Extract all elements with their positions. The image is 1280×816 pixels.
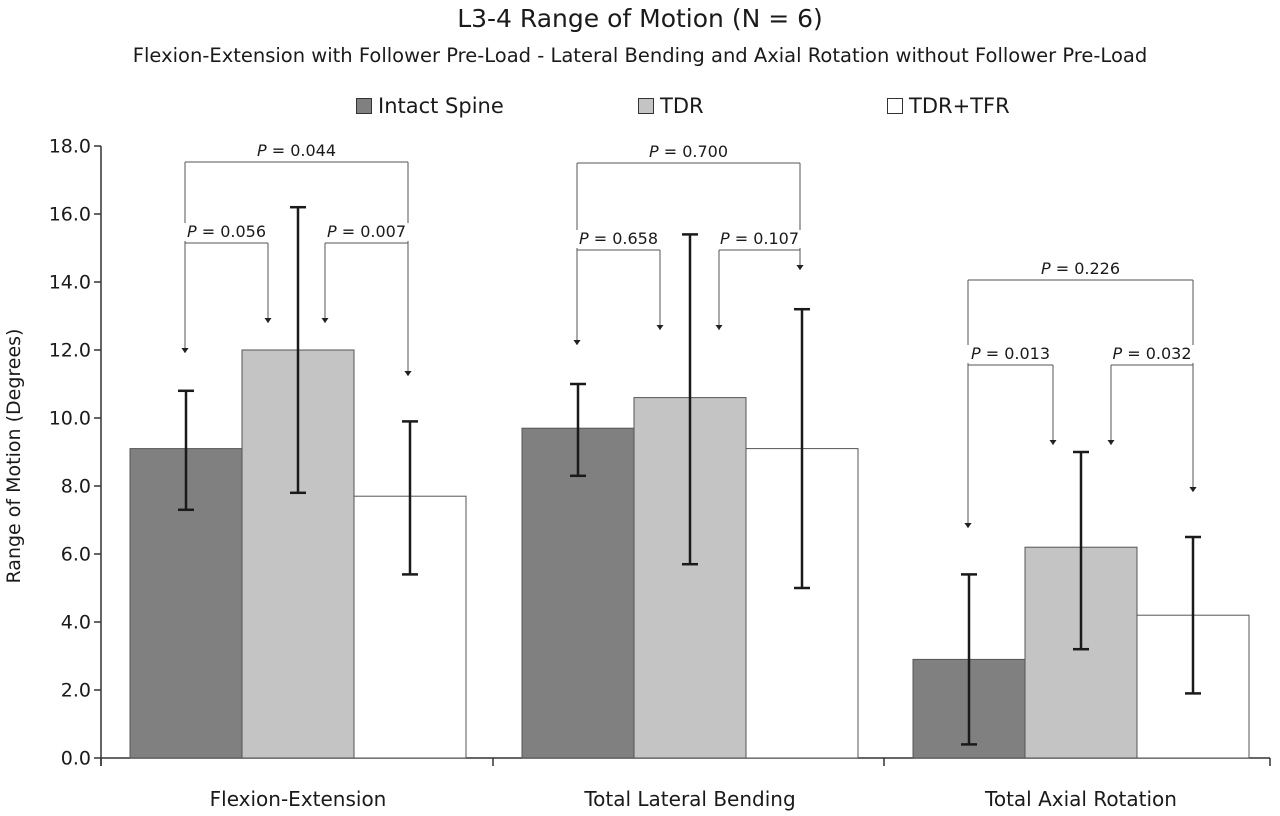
p-value-label-2-inner-right: P = 0.032	[1112, 344, 1191, 363]
p-arrow-right-1-inner-right	[796, 265, 804, 270]
p-arrow-left-0-inner-right	[321, 318, 329, 323]
p-label-bg-0-inner-left	[178, 223, 275, 241]
p-label-bg-2-outer	[1032, 260, 1129, 278]
p-label-bg-1-inner-right	[711, 230, 808, 248]
p-arrow-right-1-inner-left	[656, 325, 664, 330]
p-value-label-0-inner-left: P = 0.056	[187, 222, 266, 241]
legend-label-tdr-tfr: TDR+TFR	[909, 94, 1010, 118]
p-value-label-1-inner-right: P = 0.107	[720, 229, 799, 248]
legend: Intact Spine TDR TDR+TFR	[0, 94, 1280, 124]
y-tick-label: 0.0	[61, 748, 91, 770]
legend-item-tdr: TDR	[638, 94, 704, 118]
p-arrow-right-2-inner-right	[1189, 487, 1197, 492]
chart-title: L3-4 Range of Motion (N = 6)	[457, 4, 823, 33]
p-label-bg-2-inner-right	[1104, 345, 1200, 363]
p-value-label-1-outer: P = 0.700	[649, 142, 728, 161]
y-tick-label: 10.0	[49, 408, 91, 430]
p-arrow-left-2-inner-left	[964, 523, 972, 528]
p-arrow-right-2-inner-left	[1049, 440, 1057, 445]
chart-subtitle: Flexion-Extension with Follower Pre-Load…	[132, 44, 1148, 67]
p-label-bg-1-inner-left	[570, 230, 667, 248]
bar-0-1	[521, 427, 635, 759]
p-arrow-right-0-inner-right	[404, 371, 412, 376]
legend-swatch-intact-spine	[356, 98, 372, 114]
x-category-label: Total Axial Rotation	[984, 787, 1177, 811]
p-value-label-2-inner-left: P = 0.013	[971, 344, 1050, 363]
legend-swatch-tdr-tfr	[887, 98, 903, 114]
y-tick-label: 18.0	[49, 136, 91, 158]
legend-label-intact-spine: Intact Spine	[378, 94, 504, 118]
x-category-label: Flexion-Extension	[210, 787, 387, 811]
x-category-label: Total Lateral Bending	[583, 787, 795, 811]
y-tick-label: 8.0	[61, 476, 91, 498]
p-arrow-left-1-inner-left	[573, 340, 581, 345]
y-tick-label: 2.0	[61, 680, 91, 702]
p-arrow-left-1-inner-right	[715, 325, 723, 330]
legend-item-intact-spine: Intact Spine	[356, 94, 504, 118]
y-tick-label: 4.0	[61, 612, 91, 634]
p-label-bg-0-inner-right	[318, 223, 415, 241]
p-arrow-right-0-inner-left	[264, 318, 272, 323]
p-value-label-2-outer: P = 0.226	[1041, 259, 1120, 278]
p-arrow-left-2-inner-right	[1107, 440, 1115, 445]
y-tick-label: 6.0	[61, 544, 91, 566]
p-arrow-left-0-inner-left	[181, 348, 189, 353]
p-value-label-0-inner-right: P = 0.007	[327, 222, 406, 241]
legend-swatch-tdr	[638, 98, 654, 114]
p-label-bg-1-outer	[640, 143, 737, 161]
p-label-bg-2-inner-left	[962, 345, 1059, 363]
y-tick-label: 16.0	[49, 204, 91, 226]
p-value-label-0-outer: P = 0.044	[257, 141, 336, 160]
legend-label-tdr: TDR	[660, 94, 704, 118]
p-label-bg-0-outer	[248, 142, 345, 160]
legend-item-tdr-tfr: TDR+TFR	[887, 94, 1010, 118]
p-value-label-1-inner-left: P = 0.658	[579, 229, 658, 248]
y-tick-label: 12.0	[49, 340, 91, 362]
y-tick-label: 14.0	[49, 272, 91, 294]
